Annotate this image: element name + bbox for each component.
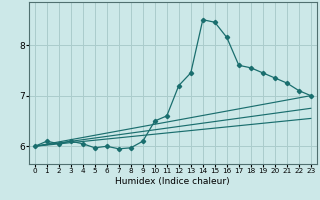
- X-axis label: Humidex (Indice chaleur): Humidex (Indice chaleur): [116, 177, 230, 186]
